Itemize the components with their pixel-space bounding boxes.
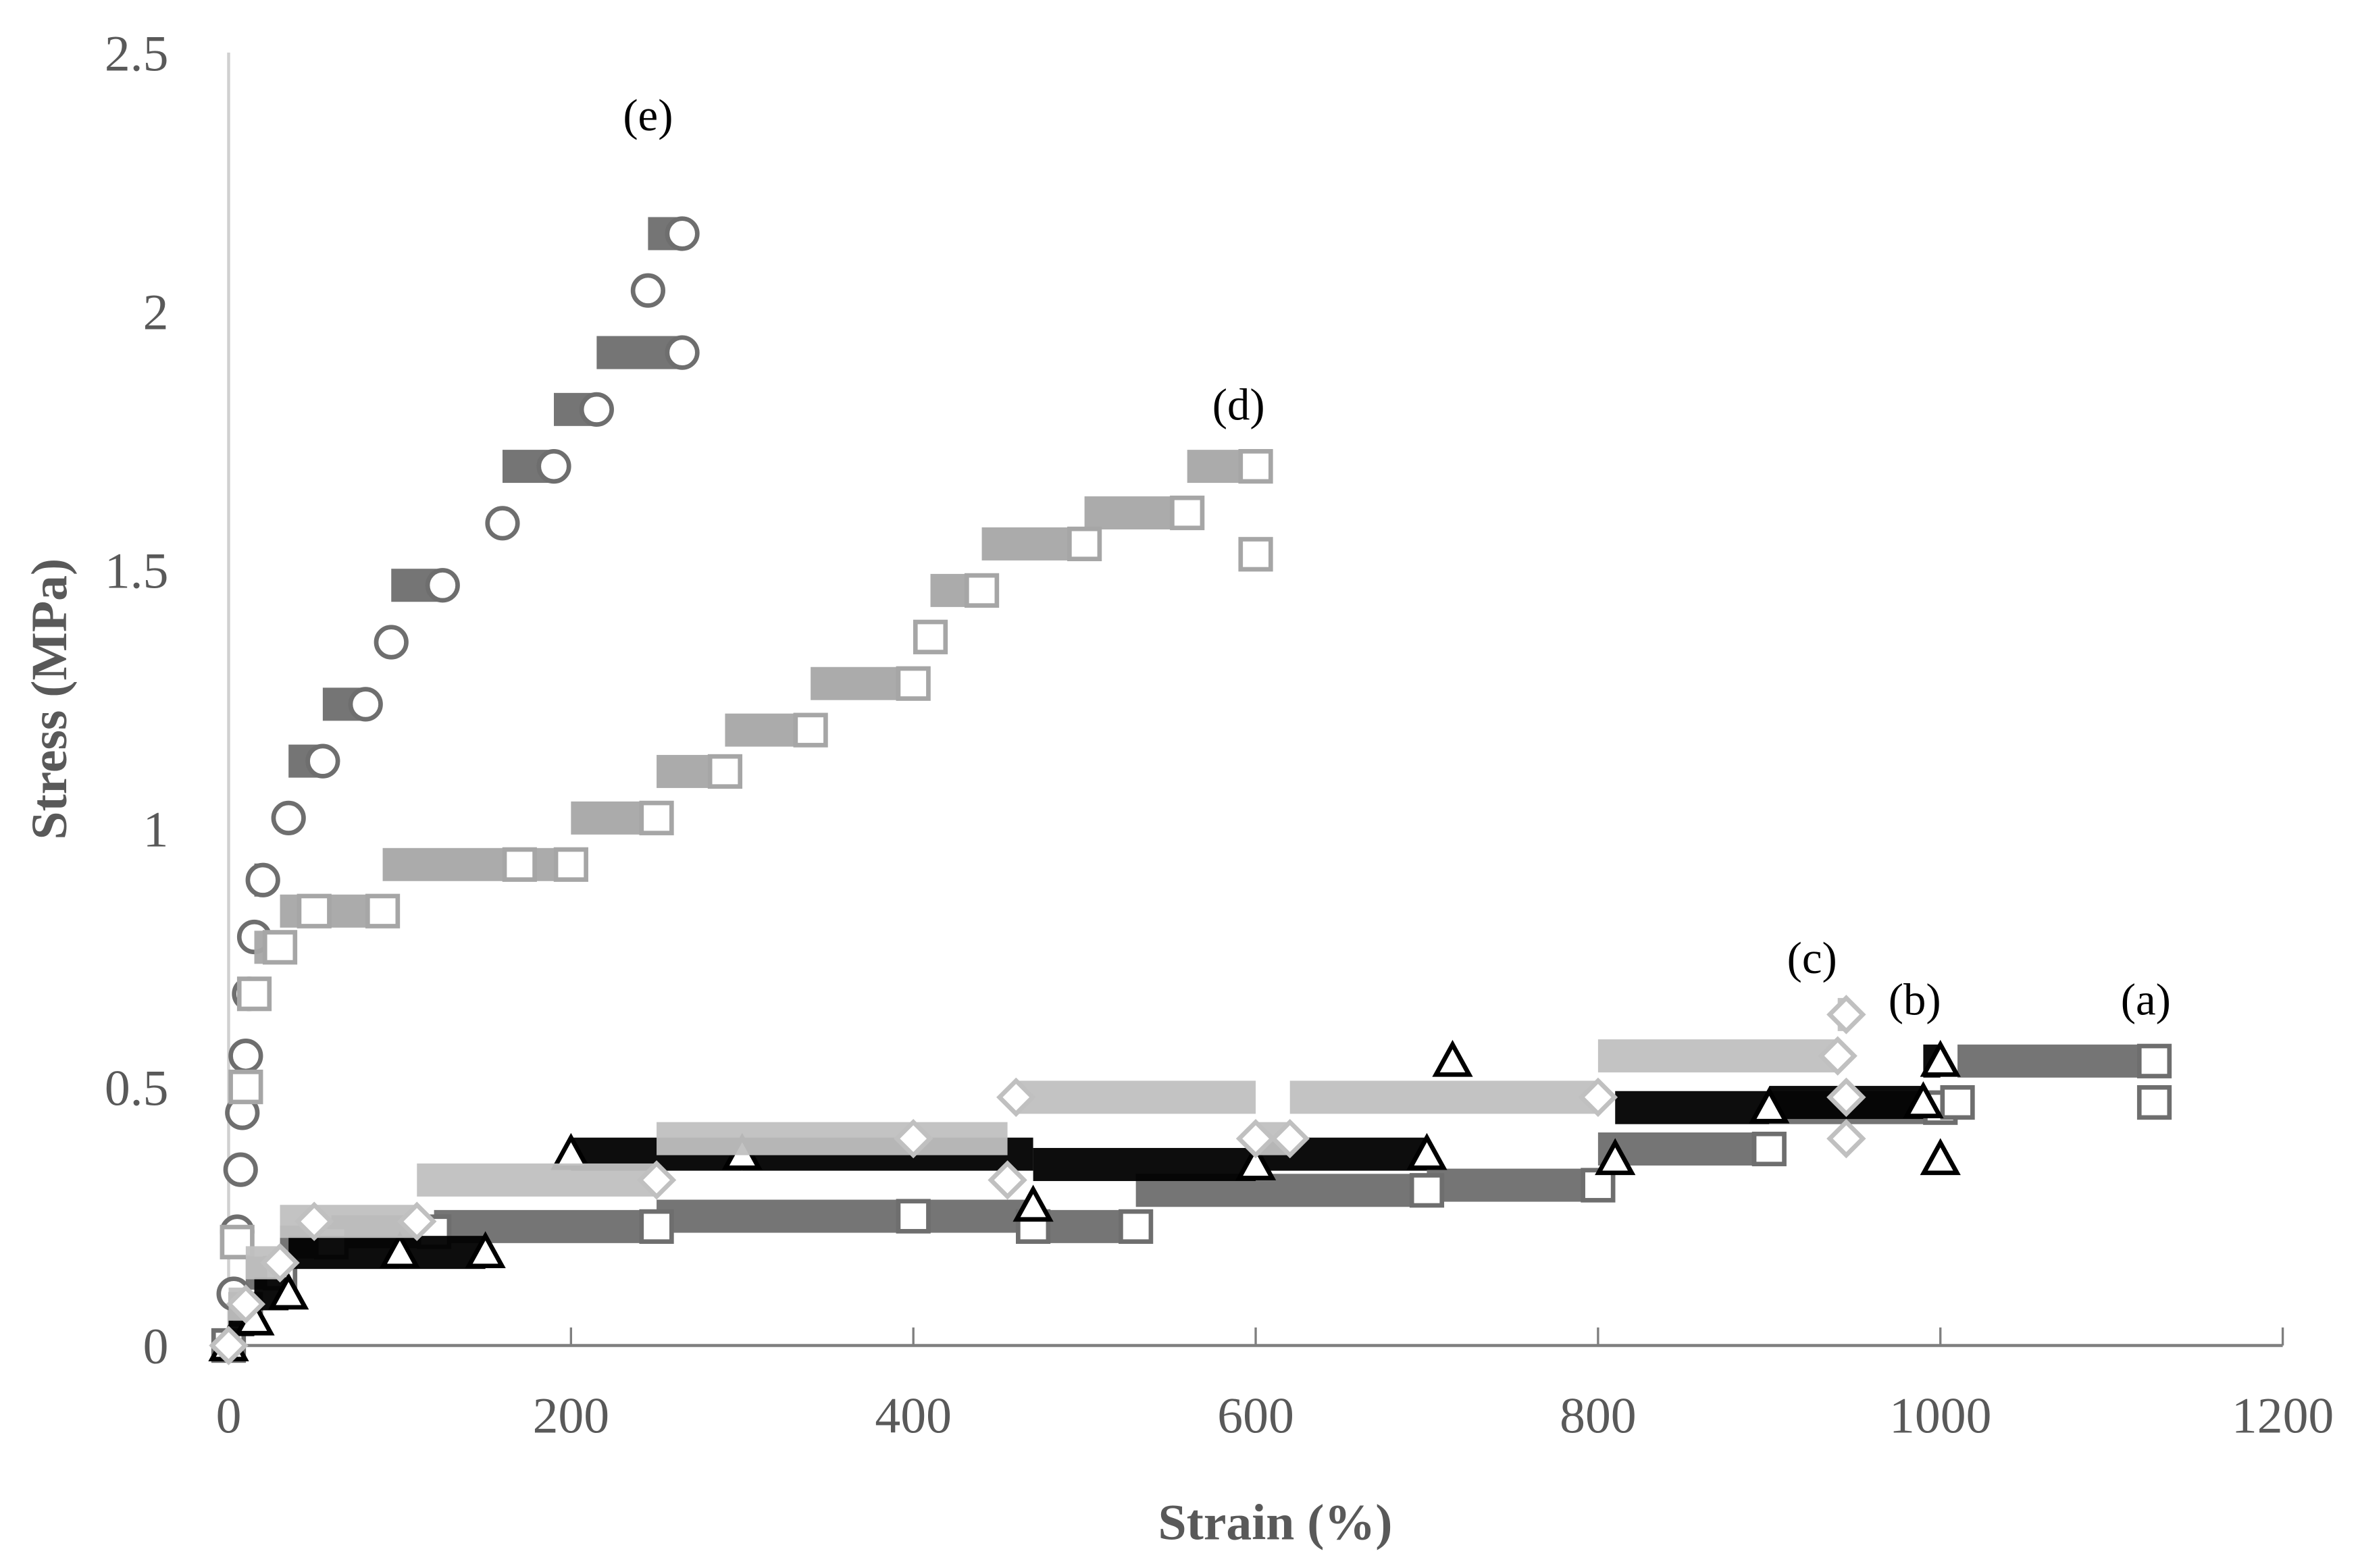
x-tick-label: 200 [533, 1388, 610, 1444]
y-tick-label: 1.5 [105, 543, 169, 599]
x-tick-label: 1200 [2232, 1388, 2334, 1444]
curve-label: (d) [1212, 380, 1265, 430]
x-tick-label: 400 [875, 1388, 952, 1444]
curve-labels: (a) (b) (c) (d) (e) [623, 90, 2171, 1025]
y-axis-label: Stress (MPa) [22, 558, 78, 840]
curve-label: (a) [2121, 974, 2171, 1024]
x-tick-label: 800 [1560, 1388, 1637, 1444]
x-axis-ticks: 0 200 400 600 800 1000 1200 [216, 1327, 2334, 1444]
y-tick-label: 2.5 [105, 26, 169, 82]
curve-label: (c) [1787, 933, 1837, 983]
y-tick-label: 0 [143, 1319, 169, 1375]
data-series [208, 216, 2172, 1365]
series-c [209, 995, 1866, 1365]
y-tick-label: 2 [143, 285, 169, 341]
x-tick-label: 600 [1217, 1388, 1294, 1444]
y-tick-label: 0.5 [105, 1060, 169, 1116]
y-tick-label: 1 [143, 802, 169, 858]
series-d [211, 448, 1273, 1363]
x-tick-label: 1000 [1889, 1388, 1991, 1444]
x-tick-label: 0 [216, 1388, 242, 1444]
curve-label: (b) [1889, 974, 1941, 1024]
curve-label: (e) [623, 90, 673, 140]
x-axis-label: Strain (%) [1158, 1495, 1393, 1551]
y-axis-ticks: 0 0.5 1 1.5 2 2.5 [105, 26, 169, 1376]
